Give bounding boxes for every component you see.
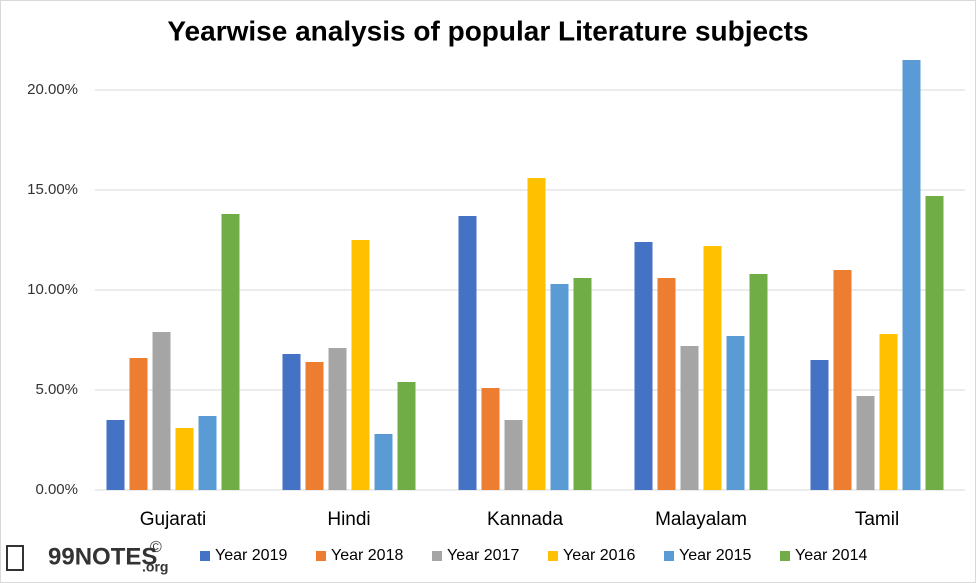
bar — [458, 216, 477, 490]
legend-swatch — [200, 551, 210, 561]
bar — [657, 278, 676, 490]
legend-swatch — [548, 551, 558, 561]
bar — [550, 284, 569, 490]
bar — [328, 348, 347, 490]
bar — [680, 346, 699, 490]
x-tick-label: Malayalam — [655, 509, 747, 530]
bar — [175, 428, 194, 490]
bar — [351, 240, 370, 490]
bar — [481, 388, 500, 490]
y-tick-label: 5.00% — [35, 381, 78, 398]
legend-swatch — [780, 551, 790, 561]
x-tick-label: Gujarati — [140, 509, 207, 530]
bar — [198, 416, 217, 490]
y-tick-label: 20.00% — [27, 81, 78, 98]
legend-label: Year 2018 — [331, 547, 403, 564]
chart-title: Yearwise analysis of popular Literature … — [167, 15, 808, 46]
bar — [527, 178, 546, 490]
x-tick-label: Hindi — [327, 509, 370, 530]
watermark-icon — [6, 545, 24, 571]
legend-swatch — [664, 551, 674, 561]
watermark: 99NOTES .org © — [6, 539, 168, 575]
bar — [573, 278, 592, 490]
legend-label: Year 2019 — [215, 547, 287, 564]
y-tick-label: 15.00% — [27, 181, 78, 198]
watermark-suffix: .org — [142, 559, 168, 575]
legend-label: Year 2017 — [447, 547, 519, 564]
bar — [152, 332, 171, 490]
bar — [833, 270, 852, 490]
bar — [726, 336, 745, 490]
legend-label: Year 2015 — [679, 547, 751, 564]
bar — [810, 360, 829, 490]
y-tick-label: 0.00% — [35, 481, 78, 498]
watermark-symbol: © — [150, 539, 162, 556]
legend-label: Year 2016 — [563, 547, 635, 564]
bar — [504, 420, 523, 490]
watermark-name: 99NOTES — [48, 543, 157, 570]
legend-label: Year 2014 — [795, 547, 867, 564]
bar — [902, 60, 921, 490]
bar — [749, 274, 768, 490]
bar — [397, 382, 416, 490]
bar — [221, 214, 240, 490]
bar — [282, 354, 301, 490]
bar — [925, 196, 944, 490]
bar — [374, 434, 393, 490]
x-tick-label: Tamil — [855, 509, 899, 530]
y-tick-label: 10.00% — [27, 281, 78, 298]
bar — [703, 246, 722, 490]
x-tick-label: Kannada — [487, 509, 564, 530]
legend-swatch — [432, 551, 442, 561]
bar — [305, 362, 324, 490]
bar — [634, 242, 653, 490]
bar — [106, 420, 125, 490]
bar — [129, 358, 148, 490]
legend-swatch — [316, 551, 326, 561]
bar — [856, 396, 875, 490]
bar — [879, 334, 898, 490]
